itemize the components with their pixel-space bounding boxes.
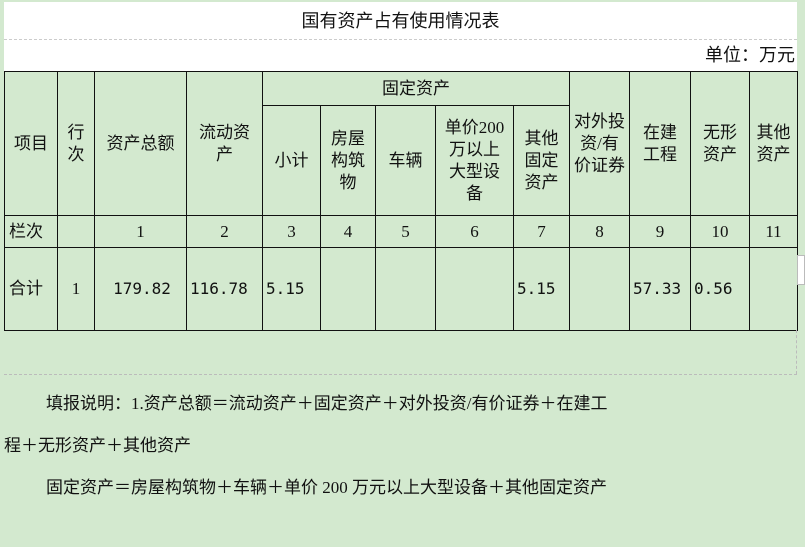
header-fixed-assets[interactable]: 固定资产 (262, 71, 570, 106)
cell[interactable]: 1 (57, 247, 95, 331)
cell[interactable]: 11 (749, 215, 798, 248)
cell-current-assets[interactable]: 116.78 (186, 247, 263, 331)
cell-total-assets[interactable]: 179.82 (94, 247, 187, 331)
cell[interactable]: 5 (375, 215, 436, 248)
header-vehicles[interactable]: 车辆 (375, 105, 436, 216)
scrollbar-handle[interactable] (797, 255, 805, 285)
cell[interactable] (375, 247, 436, 331)
sheet-title[interactable]: 国有资产占有使用情况表 (4, 2, 797, 40)
header-subtotal[interactable]: 小计 (262, 105, 321, 216)
header-row-no[interactable]: 行次 (57, 71, 95, 216)
cell[interactable]: 8 (569, 215, 630, 248)
cell[interactable] (569, 247, 630, 331)
cell[interactable] (320, 247, 376, 331)
cell-other-fixed[interactable]: 5.15 (513, 247, 570, 331)
cell[interactable] (749, 247, 798, 331)
unit-row[interactable]: 单位：万元 (4, 40, 797, 71)
total-row-label[interactable]: 合计 (4, 247, 58, 331)
unit-label[interactable]: 单位：万元 (705, 40, 797, 71)
header-buildings[interactable]: 房屋构筑物 (320, 105, 376, 216)
cell-subtotal[interactable]: 5.15 (262, 247, 321, 331)
blank-row[interactable] (4, 330, 797, 374)
cell[interactable]: 6 (435, 215, 514, 248)
header-investments[interactable]: 对外投资/有价证券 (569, 71, 630, 216)
cell-intangible[interactable]: 0.56 (690, 247, 750, 331)
notes-cell[interactable]: 填报说明：1.资产总额＝流动资产＋固定资产＋对外投资/有价证券＋在建工 程＋无形… (4, 374, 797, 545)
asset-table: 项目 行次 资产总额 流动资产 固定资产 对外投资/有价证券 在建工程 无形资产… (4, 71, 798, 331)
note-line: 填报说明：1.资产总额＝流动资产＋固定资产＋对外投资/有价证券＋在建工 (46, 394, 608, 413)
cell[interactable]: 4 (320, 215, 376, 248)
cell-construction[interactable]: 57.33 (629, 247, 691, 331)
cell[interactable]: 7 (513, 215, 570, 248)
cell[interactable] (435, 247, 514, 331)
header-other-fixed[interactable]: 其他固定资产 (513, 105, 570, 216)
total-row: 合计 1 179.82 116.78 5.15 5.15 57.33 0.56 (4, 247, 798, 331)
cell[interactable]: 2 (186, 215, 263, 248)
note-line: 程＋无形资产＋其他资产 (4, 436, 191, 455)
header-large-equipment[interactable]: 单价200万以上大型设备 (435, 105, 514, 216)
cell[interactable] (57, 215, 95, 248)
cell[interactable]: 3 (262, 215, 321, 248)
header-intangible[interactable]: 无形资产 (690, 71, 750, 216)
note-line: 固定资产＝房屋构筑物＋车辆＋单价 200 万元以上大型设备＋其他固定资产 (46, 478, 607, 497)
header-item[interactable]: 项目 (4, 71, 58, 216)
cell[interactable]: 9 (629, 215, 691, 248)
cell[interactable]: 10 (690, 215, 750, 248)
column-number-row: 栏次 1 2 3 4 5 6 7 8 9 10 11 (4, 215, 798, 248)
header-construction[interactable]: 在建工程 (629, 71, 691, 216)
header-current-assets[interactable]: 流动资产 (186, 71, 263, 216)
header-total-assets[interactable]: 资产总额 (94, 71, 187, 216)
header-other-assets[interactable]: 其他资产 (749, 71, 798, 216)
cell[interactable]: 1 (94, 215, 187, 248)
column-row-label[interactable]: 栏次 (4, 215, 58, 248)
